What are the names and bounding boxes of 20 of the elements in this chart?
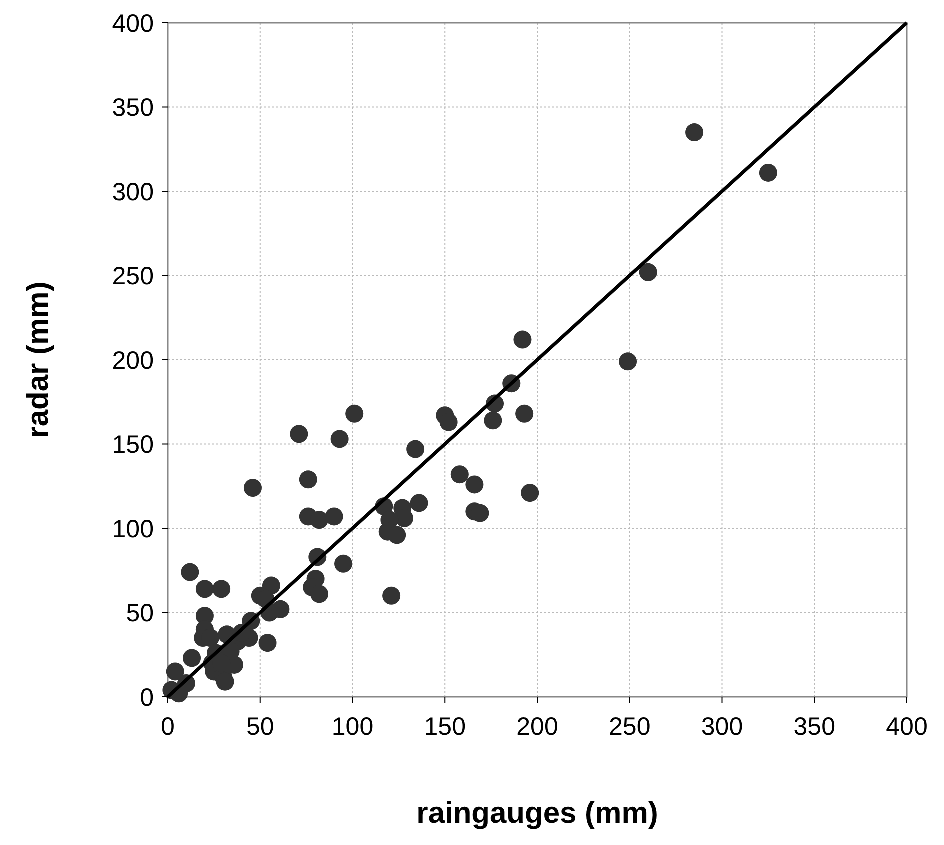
y-tick-label: 150 xyxy=(112,431,154,459)
y-tick-label: 250 xyxy=(112,262,154,290)
x-tick-label: 0 xyxy=(161,713,175,741)
x-tick-label: 350 xyxy=(794,713,836,741)
x-tick-label: 100 xyxy=(332,713,374,741)
y-axis-title: radar (mm) xyxy=(22,282,55,438)
y-tick-label: 400 xyxy=(112,10,154,38)
x-tick-label: 400 xyxy=(886,713,928,741)
y-tick-label: 0 xyxy=(140,684,154,712)
x-tick-label: 250 xyxy=(609,713,651,741)
y-tick-label: 50 xyxy=(126,600,154,628)
x-axis-title: raingauges (mm) xyxy=(416,797,658,830)
y-tick-label: 350 xyxy=(112,94,154,122)
x-tick-label: 50 xyxy=(246,713,274,741)
x-tick-label: 150 xyxy=(424,713,466,741)
y-tick-label: 200 xyxy=(112,346,154,375)
y-tick-label: 300 xyxy=(112,178,154,206)
y-tick-label: 100 xyxy=(112,515,154,544)
x-tick-label: 200 xyxy=(516,713,558,741)
x-tick-label: 300 xyxy=(701,713,744,741)
